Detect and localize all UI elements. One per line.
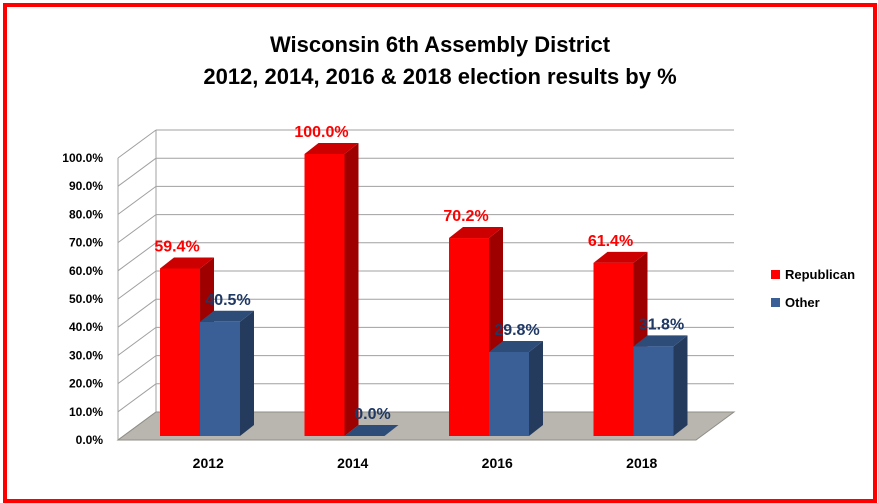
bar-republican-2016 — [449, 227, 503, 436]
data-label-other-2018: 31.8% — [639, 316, 684, 333]
bar-front — [200, 321, 240, 436]
legend-label-republican: Republican — [785, 267, 855, 282]
bar-front — [160, 268, 200, 436]
y-tick-label: 30.0% — [69, 348, 103, 362]
data-label-republican-2018: 61.4% — [588, 233, 633, 250]
chart-title-line1: Wisconsin 6th Assembly District — [270, 32, 611, 57]
y-tick-label: 0.0% — [76, 433, 104, 447]
bar-side — [673, 335, 688, 436]
bar-top — [200, 310, 254, 322]
gridline-diagonal — [117, 214, 157, 244]
data-label-other-2016: 29.8% — [494, 322, 539, 339]
bar-front — [489, 351, 529, 436]
x-tick-label: 2018 — [626, 455, 657, 471]
bar-side — [344, 143, 359, 436]
x-axis-labels: 2012 2014 2016 2018 — [193, 455, 658, 471]
bar-other-2016 — [489, 340, 543, 436]
y-tick-label: 80.0% — [69, 207, 103, 221]
data-labels: 59.4% 40.5% 100.0% 0.0% 70.2% 29.8% 61.4% 31.8% — [154, 124, 684, 423]
bar-top — [633, 335, 688, 347]
data-label-republican-2014: 100.0% — [294, 124, 348, 141]
y-tick-label: 70.0% — [69, 236, 103, 250]
bar-top — [449, 227, 503, 239]
bar-top — [593, 251, 648, 263]
data-label-other-2012: 40.5% — [205, 292, 250, 309]
chart-title-line2: 2012, 2014, 2016 & 2018 election results… — [203, 64, 676, 89]
bar-other-2012 — [200, 310, 254, 436]
y-tick-label: 10.0% — [69, 405, 103, 419]
bar-front — [449, 238, 489, 436]
gridline-diagonal — [117, 270, 157, 300]
bar-top — [344, 425, 399, 436]
gridline-diagonal — [117, 298, 157, 328]
gridline-diagonal — [117, 383, 157, 413]
floor-plane — [116, 411, 736, 441]
bar-front — [633, 346, 674, 436]
bar-top — [160, 257, 214, 269]
gridline-diagonal — [117, 185, 157, 215]
gridline-diagonal — [117, 129, 157, 159]
bar-republican-2014 — [304, 143, 359, 436]
data-label-republican-2016: 70.2% — [443, 208, 488, 225]
gridline-diagonal — [117, 355, 157, 385]
bar-other-2014 — [344, 425, 399, 436]
bar-side — [240, 310, 254, 436]
gridline-diagonal — [117, 242, 157, 272]
data-label-republican-2012: 59.4% — [154, 238, 199, 255]
x-tick-label: 2016 — [482, 455, 513, 471]
gridline-diagonal — [117, 326, 157, 356]
legend-swatch-other — [771, 298, 780, 307]
x-tick-label: 2014 — [337, 455, 368, 471]
gridline-diagonal — [117, 157, 157, 187]
bar-front — [304, 154, 345, 436]
y-tick-label: 50.0% — [69, 292, 103, 306]
bar-front — [593, 262, 634, 436]
y-tick-label: 90.0% — [69, 179, 103, 193]
legend-swatch-republican — [771, 270, 780, 279]
bars — [160, 143, 688, 436]
chart-floor — [116, 411, 736, 441]
y-tick-label: 100.0% — [62, 151, 103, 165]
legend-label-other: Other — [785, 295, 820, 310]
bar-top — [489, 340, 543, 352]
data-label-other-2014: 0.0% — [354, 406, 390, 423]
y-tick-label: 40.0% — [69, 320, 103, 334]
y-axis-ticks: 0.0% 10.0% 20.0% 30.0% 40.0% 50.0% 60.0% 70.0% 8… — [62, 151, 103, 447]
bar-side — [529, 340, 543, 436]
y-tick-label: 60.0% — [69, 264, 103, 278]
bar-top — [304, 143, 359, 154]
legend: Republican Other — [771, 267, 855, 310]
bar-other-2018 — [633, 335, 688, 436]
x-tick-label: 2012 — [193, 455, 224, 471]
y-tick-label: 20.0% — [69, 377, 103, 391]
